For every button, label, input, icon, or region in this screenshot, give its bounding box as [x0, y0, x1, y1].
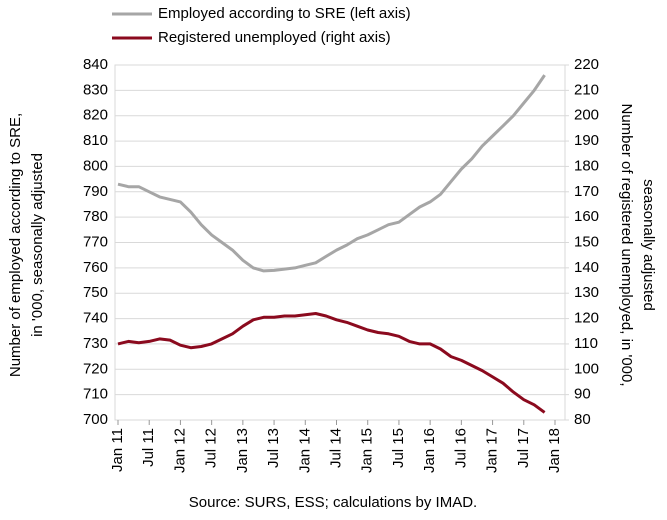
y2-tick-label: 220	[574, 56, 599, 73]
y-tick-label: 760	[83, 259, 108, 276]
series-line	[117, 312, 546, 414]
y-tick-label: 840	[83, 56, 108, 73]
series-line	[117, 74, 546, 273]
source-note: Source: SURS, ESS; calculations by IMAD.	[189, 494, 477, 511]
y2-tick-label: 80	[574, 411, 591, 428]
y-tick-label: 780	[83, 208, 108, 225]
y2-tick-label: 110	[574, 335, 598, 352]
x-tick-label: Jul 16	[452, 428, 469, 468]
y-axis-label: in '000, seasonally adjusted	[29, 153, 46, 337]
y2-tick-label: 190	[574, 132, 599, 149]
x-tick-label: Jul 15	[390, 428, 407, 468]
y2-axis-label: seasonally adjusted	[640, 179, 657, 311]
x-tick-label: Jan 15	[359, 428, 376, 473]
x-tick-label: Jul 11	[140, 428, 157, 467]
x-tick-label: Jul 17	[515, 428, 532, 468]
y-tick-label: 820	[83, 107, 108, 124]
y-tick-label: 800	[83, 157, 108, 174]
y2-tick-label: 170	[574, 183, 599, 200]
y-tick-label: 830	[83, 81, 108, 98]
y2-tick-label: 160	[574, 208, 599, 225]
y2-axis-label: Number of registered unemployed, in '000…	[618, 103, 635, 386]
x-tick-label: Jan 13	[234, 428, 251, 473]
y2-tick-label: 120	[574, 310, 599, 327]
y-tick-label: 740	[83, 310, 108, 327]
x-tick-label: Jul 13	[265, 428, 282, 468]
x-tick-label: Jan 12	[171, 428, 188, 473]
x-tick-label: Jul 14	[327, 428, 344, 468]
legend-label: Employed according to SRE (left axis)	[158, 5, 411, 22]
y-tick-label: 710	[83, 386, 108, 403]
y2-tick-label: 210	[574, 81, 599, 98]
y2-tick-label: 150	[574, 233, 599, 250]
y-axis-label: Number of employed according to SRE,	[7, 113, 24, 377]
x-tick-label: Jan 11	[109, 428, 126, 472]
y-tick-label: 810	[83, 132, 108, 149]
y2-tick-label: 140	[574, 259, 599, 276]
y2-tick-label: 90	[574, 386, 591, 403]
y2-tick-label: 200	[574, 107, 599, 124]
x-tick-label: Jan 14	[296, 428, 313, 473]
x-tick-label: Jan 16	[421, 428, 438, 473]
y2-tick-label: 100	[574, 360, 599, 377]
y-tick-label: 700	[83, 411, 108, 428]
x-tick-label: Jan 17	[484, 428, 501, 473]
x-tick-label: Jan 18	[546, 428, 563, 473]
y-tick-label: 770	[83, 233, 108, 250]
y2-tick-label: 180	[574, 157, 599, 174]
y-tick-label: 730	[83, 335, 108, 352]
y-tick-label: 720	[83, 360, 108, 377]
x-tick-label: Jul 12	[203, 428, 220, 468]
legend-label: Registered unemployed (right axis)	[158, 29, 391, 46]
y2-tick-label: 130	[574, 284, 599, 301]
y-tick-label: 750	[83, 284, 108, 301]
y-tick-label: 790	[83, 183, 108, 200]
